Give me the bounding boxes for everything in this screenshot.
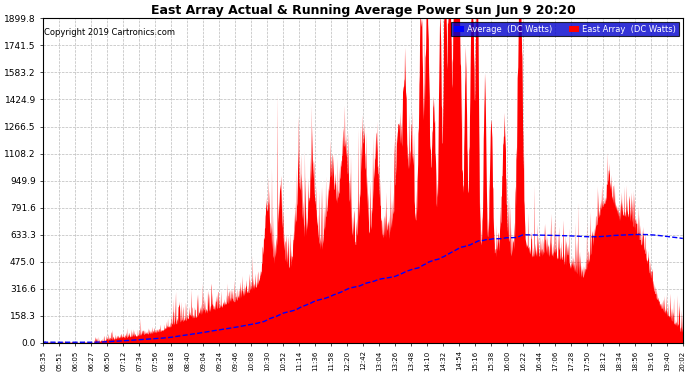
Legend: Average  (DC Watts), East Array  (DC Watts): Average (DC Watts), East Array (DC Watts… bbox=[451, 22, 679, 36]
Title: East Array Actual & Running Average Power Sun Jun 9 20:20: East Array Actual & Running Average Powe… bbox=[150, 4, 575, 17]
Text: Copyright 2019 Cartronics.com: Copyright 2019 Cartronics.com bbox=[44, 28, 175, 37]
